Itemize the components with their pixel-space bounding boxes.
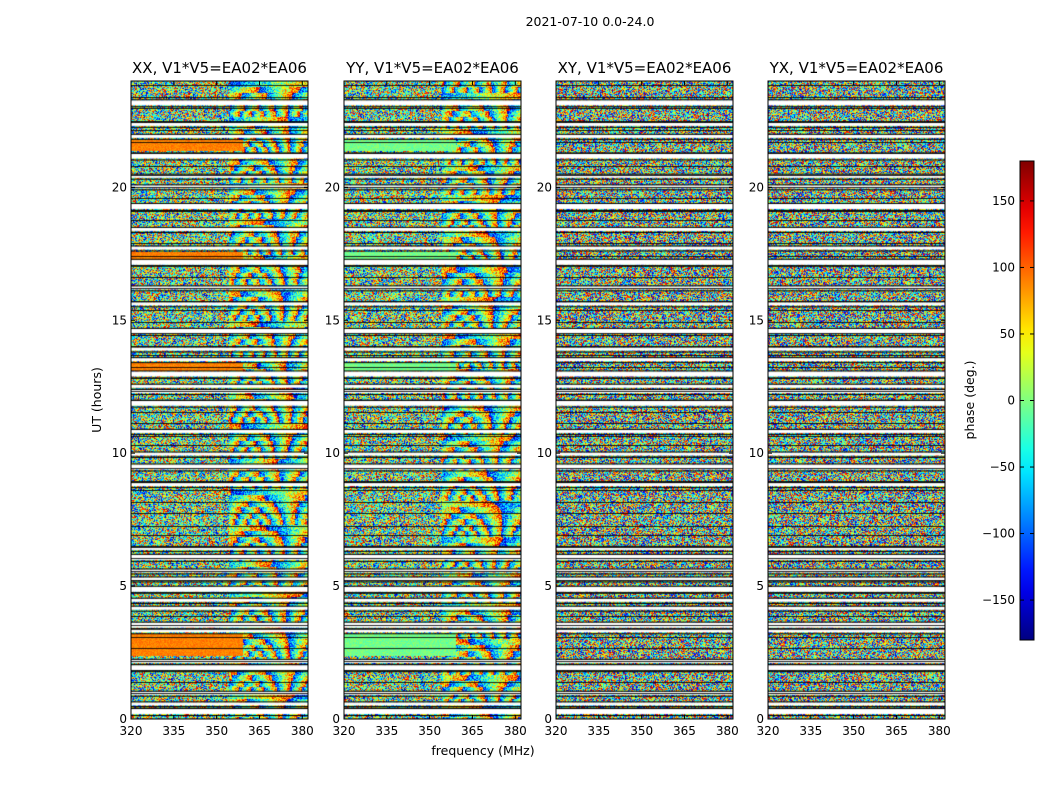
y-tick-label: 0 (756, 712, 764, 726)
x-tick-label: 365 (885, 724, 908, 738)
panels: XX, V1*V5=EA02*EA06 320 335 350 365 380 0 5 10 15… (112, 59, 951, 738)
x-tick-label: 320 (120, 724, 143, 738)
y-tick-label: 15 (112, 313, 127, 327)
x-tick-label: 320 (545, 724, 568, 738)
panel-yy: YY, V1*V5=EA02*EA06 320 335 350 365 380 0 5 10 15… (325, 59, 527, 738)
y-tick-label: 5 (332, 579, 340, 593)
x-tick-label: 365 (248, 724, 271, 738)
axes-frame (343, 80, 522, 720)
y-tick-label: 20 (537, 180, 552, 194)
colorbar-tick-label: 100 (992, 260, 1015, 274)
phase-image-yy (344, 81, 521, 719)
x-tick-label: 350 (205, 724, 228, 738)
colorbar-tick-label: 50 (1000, 327, 1015, 341)
y-tick-label: 15 (537, 313, 552, 327)
colorbar-tick-label: 150 (992, 194, 1015, 208)
x-tick-label: 380 (504, 724, 527, 738)
x-tick-label: 380 (928, 724, 951, 738)
y-tick-label: 20 (112, 180, 127, 194)
y-tick-label: 15 (749, 313, 764, 327)
y-tick-label: 5 (119, 579, 127, 593)
x-tick-label: 350 (630, 724, 653, 738)
x-tick-label: 320 (333, 724, 356, 738)
axes-frame (130, 80, 309, 720)
x-tick-label: 350 (418, 724, 441, 738)
panel-title-xx: XX, V1*V5=EA02*EA06 (132, 59, 307, 77)
x-tick-label: 335 (375, 724, 398, 738)
x-tick-label: 365 (461, 724, 484, 738)
x-axis-label: frequency (MHz) (431, 743, 534, 758)
panel-title-yx: YX, V1*V5=EA02*EA06 (769, 59, 944, 77)
y-tick-label: 5 (756, 579, 764, 593)
colorbar-label: phase (deg.) (962, 361, 977, 440)
colorbar: 150 100 50 0 −50 −100 −150 (982, 160, 1035, 641)
y-tick-label: 10 (325, 446, 340, 460)
y-tick-label: 0 (119, 712, 127, 726)
panel-xx: XX, V1*V5=EA02*EA06 320 335 350 365 380 0 5 10 15… (112, 59, 314, 738)
y-tick-label: 20 (749, 180, 764, 194)
x-tick-label: 380 (291, 724, 314, 738)
x-tick-label: 380 (716, 724, 739, 738)
phase-image-yx (768, 81, 945, 719)
panel-title-xy: XY, V1*V5=EA02*EA06 (558, 59, 732, 77)
colorbar-tick-label: −100 (982, 527, 1015, 541)
colorbar-tick-label: −150 (982, 593, 1015, 607)
y-tick-label: 10 (537, 446, 552, 460)
x-tick-label: 335 (162, 724, 185, 738)
y-tick-label: 20 (325, 180, 340, 194)
colorbar-tick-label: 0 (1007, 394, 1015, 408)
colorbar-tick-label: −50 (990, 460, 1015, 474)
x-tick-label: 335 (799, 724, 822, 738)
x-tick-label: 350 (842, 724, 865, 738)
y-tick-label: 10 (112, 446, 127, 460)
y-tick-label: 0 (544, 712, 552, 726)
phase-image-xx (131, 81, 308, 719)
panel-xy: XY, V1*V5=EA02*EA06 320 335 350 365 380 0 5 10 15… (537, 59, 739, 738)
y-tick-label: 10 (749, 446, 764, 460)
panel-title-yy: YY, V1*V5=EA02*EA06 (345, 59, 519, 77)
x-tick-label: 320 (757, 724, 780, 738)
axes-frame (767, 80, 946, 720)
x-tick-label: 335 (587, 724, 610, 738)
y-axis-label: UT (hours) (89, 367, 104, 433)
figure-title: 2021-07-10 0.0-24.0 (526, 14, 655, 29)
y-tick-label: 15 (325, 313, 340, 327)
y-tick-label: 0 (332, 712, 340, 726)
x-tick-label: 365 (673, 724, 696, 738)
axes-frame (555, 80, 734, 720)
panel-yx: YX, V1*V5=EA02*EA06 320 335 350 365 380 0 5 10 15… (749, 59, 951, 738)
phase-image-xy (556, 81, 733, 719)
y-tick-label: 5 (544, 579, 552, 593)
